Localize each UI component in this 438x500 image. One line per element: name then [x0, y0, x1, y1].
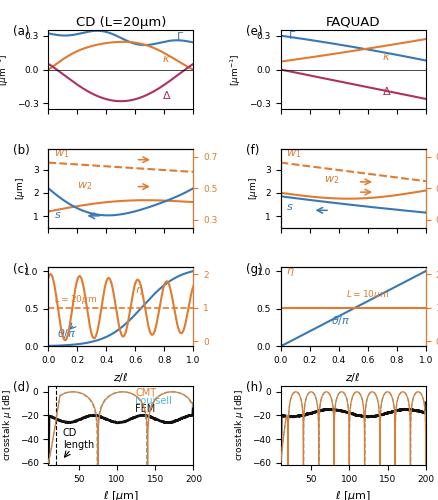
Text: (h): (h) — [245, 381, 262, 394]
Text: CD
length: CD length — [63, 428, 94, 450]
Text: (a): (a) — [14, 26, 30, 38]
Text: (g): (g) — [245, 262, 262, 276]
Text: $s$: $s$ — [54, 210, 61, 220]
Text: $\eta$: $\eta$ — [286, 266, 294, 278]
X-axis label: $\ell$ [$\mu$m]: $\ell$ [$\mu$m] — [335, 490, 371, 500]
Y-axis label: [$\mu$m$^{-1}$]: [$\mu$m$^{-1}$] — [0, 54, 11, 86]
Title: CD (L=20μm): CD (L=20μm) — [75, 16, 166, 29]
Text: CMT: CMT — [135, 388, 156, 398]
Text: $w_2$: $w_2$ — [323, 174, 339, 186]
Text: $\Delta$: $\Delta$ — [161, 89, 171, 101]
Text: $w_2$: $w_2$ — [77, 180, 92, 192]
Y-axis label: [$\mu$m]: [$\mu$m] — [246, 177, 259, 200]
Text: $L{=}10\mu$m: $L{=}10\mu$m — [345, 288, 389, 302]
Text: FEM: FEM — [135, 404, 155, 414]
Text: (f): (f) — [245, 144, 258, 157]
Text: (d): (d) — [14, 381, 30, 394]
X-axis label: $z/\ell$: $z/\ell$ — [345, 370, 360, 384]
Y-axis label: crosstalk $\mu$ [dB]: crosstalk $\mu$ [dB] — [233, 390, 246, 462]
Y-axis label: crosstalk $\mu$ [dB]: crosstalk $\mu$ [dB] — [1, 390, 14, 462]
Text: $\theta/\pi$: $\theta/\pi$ — [331, 314, 350, 327]
Text: (e): (e) — [245, 26, 261, 38]
Text: $\kappa$: $\kappa$ — [381, 52, 390, 62]
Y-axis label: [$\mu$m]: [$\mu$m] — [14, 177, 27, 200]
Text: $\Gamma$: $\Gamma$ — [287, 30, 295, 42]
Text: (b): (b) — [14, 144, 30, 157]
Text: $\Delta$: $\Delta$ — [381, 85, 391, 97]
Text: (c): (c) — [14, 262, 29, 276]
Text: Louisell: Louisell — [135, 396, 172, 406]
Text: $\eta$: $\eta$ — [135, 284, 144, 296]
Text: $w_1$: $w_1$ — [286, 148, 301, 160]
Text: $w_1$: $w_1$ — [54, 148, 69, 160]
Text: $\kappa$: $\kappa$ — [161, 54, 170, 64]
Text: $L{=}20\mu$m: $L{=}20\mu$m — [54, 293, 97, 306]
X-axis label: $\ell$ [$\mu$m]: $\ell$ [$\mu$m] — [102, 490, 138, 500]
Title: FAQUAD: FAQUAD — [325, 16, 380, 29]
Y-axis label: [$\mu$m$^{-1}$]: [$\mu$m$^{-1}$] — [229, 54, 243, 86]
Text: $s$: $s$ — [286, 202, 293, 212]
Text: $\theta/\pi$: $\theta/\pi$ — [57, 327, 76, 340]
Text: $\Gamma$: $\Gamma$ — [176, 30, 184, 42]
X-axis label: $z/\ell$: $z/\ell$ — [113, 370, 128, 384]
